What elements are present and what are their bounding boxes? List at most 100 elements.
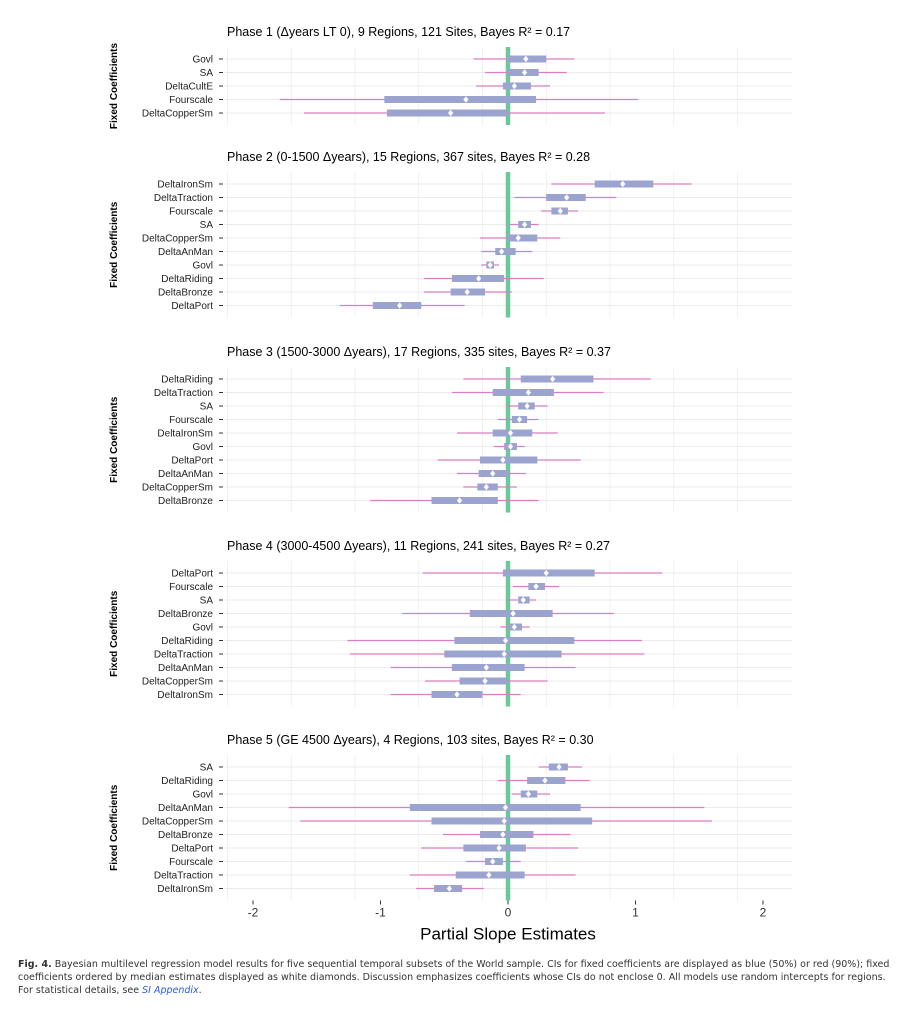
median-diamond <box>500 830 506 839</box>
x-tick-label: -1 <box>375 906 386 920</box>
category-label: DeltaAnMan <box>158 247 213 258</box>
ci50-bar <box>479 456 538 464</box>
median-diamond <box>507 429 514 437</box>
ci50-bar <box>479 831 534 838</box>
category-label: SA <box>200 220 214 231</box>
category-label: DeltaBronze <box>158 830 213 841</box>
category-label: Govl <box>192 790 213 801</box>
category-label: SA <box>200 68 214 79</box>
median-diamond <box>475 274 482 283</box>
x-tick-label: 2 <box>760 906 767 920</box>
category-label: SA <box>200 402 214 413</box>
median-diamond <box>525 388 532 397</box>
ci50-bar <box>431 497 498 504</box>
caption-end: . <box>198 985 202 996</box>
category-label: DeltaTraction <box>154 871 213 882</box>
x-tick-label: 1 <box>632 906 639 920</box>
category-label: Govl <box>192 261 213 272</box>
category-label: Fourscale <box>169 857 213 868</box>
median-diamond <box>543 569 550 577</box>
category-label: DeltaIronSm <box>157 180 213 191</box>
median-diamond <box>498 247 505 256</box>
y-axis-label: Fixed Coefficients <box>109 784 120 871</box>
category-label: SA <box>200 763 214 774</box>
figure-caption: Fig. 4. Bayesian multilevel regression m… <box>18 958 890 997</box>
median-diamond <box>563 193 570 202</box>
median-diamond <box>516 415 523 424</box>
median-diamond <box>511 623 518 631</box>
panel-title: Phase 5 (GE 4500 Δyears), 4 Regions, 103… <box>227 733 594 747</box>
median-diamond <box>525 790 532 798</box>
category-label: Fourscale <box>169 582 213 593</box>
category-label: DeltaRiding <box>161 776 213 787</box>
category-label: DeltaTraction <box>154 650 213 661</box>
median-diamond <box>463 95 469 104</box>
ci50-bar <box>508 234 538 242</box>
median-diamond <box>501 650 508 658</box>
coefficient-plot-figure: Phase 1 (Δyears LT 0), 9 Regions, 121 Si… <box>109 25 792 944</box>
category-label: DeltaTraction <box>154 388 213 399</box>
median-diamond <box>557 207 564 215</box>
median-diamond <box>486 871 492 879</box>
panel-title: Phase 4 (3000-4500 Δyears), 11 Regions, … <box>227 539 610 553</box>
panel-title: Phase 1 (Δyears LT 0), 9 Regions, 121 Si… <box>227 25 570 39</box>
ci50-bar <box>431 817 593 825</box>
ci50-bar <box>492 389 554 396</box>
category-label: DeltaCopperSm <box>142 817 213 828</box>
category-label: DeltaCopperSm <box>142 677 213 688</box>
category-label: DeltaPort <box>171 569 213 580</box>
ci50-bar <box>495 248 516 255</box>
median-diamond <box>483 663 490 672</box>
median-diamond <box>524 402 530 410</box>
median-diamond <box>454 690 460 699</box>
median-diamond <box>521 220 528 229</box>
category-label: DeltaBronze <box>158 288 213 299</box>
median-diamond <box>500 456 506 464</box>
category-label: DeltaRiding <box>161 274 213 285</box>
category-label: DeltaAnMan <box>158 469 213 480</box>
median-diamond <box>446 884 453 893</box>
y-axis-label: Fixed Coefficients <box>109 43 120 130</box>
median-diamond <box>489 857 496 866</box>
ci50-bar <box>384 96 537 103</box>
median-diamond <box>511 82 518 90</box>
category-label: Fourscale <box>169 95 213 106</box>
median-diamond <box>507 442 514 451</box>
category-label: Govl <box>192 442 213 453</box>
median-diamond <box>502 803 509 812</box>
category-label: DeltaIronSm <box>157 429 213 440</box>
median-diamond <box>396 301 403 310</box>
category-label: DeltaIronSm <box>157 884 213 895</box>
median-diamond <box>501 817 508 825</box>
x-tick-label: 0 <box>505 906 512 920</box>
panel-title: Phase 2 (0-1500 Δyears), 15 Regions, 367… <box>227 150 590 164</box>
category-label: DeltaBronze <box>158 609 213 620</box>
median-diamond <box>502 636 509 645</box>
y-axis-label: Fixed Coefficients <box>109 201 120 288</box>
median-diamond <box>487 261 494 269</box>
category-label: DeltaPort <box>171 301 213 312</box>
category-label: Fourscale <box>169 207 213 218</box>
x-axis-label: Partial Slope Estimates <box>420 925 596 944</box>
ci50-bar <box>386 109 508 117</box>
category-label: DeltaRiding <box>161 636 213 647</box>
median-diamond <box>483 483 490 491</box>
appendix-link[interactable]: SI Appendix <box>142 985 199 996</box>
ci50-bar <box>463 844 526 852</box>
ci50-bar <box>409 804 581 811</box>
category-label: DeltaAnMan <box>158 803 213 814</box>
median-diamond <box>489 469 496 478</box>
category-label: DeltaCopperSm <box>142 109 213 120</box>
category-label: Govl <box>192 55 213 66</box>
category-label: DeltaIronSm <box>157 690 213 701</box>
median-diamond <box>542 776 548 785</box>
median-diamond <box>533 582 539 591</box>
median-diamond <box>456 496 463 505</box>
median-diamond <box>520 596 527 604</box>
median-diamond <box>464 288 471 296</box>
x-tick-label: -2 <box>248 906 259 920</box>
median-diamond <box>510 609 516 618</box>
median-diamond <box>522 55 529 63</box>
category-label: DeltaCopperSm <box>142 234 213 245</box>
category-label: DeltaPort <box>171 844 213 855</box>
